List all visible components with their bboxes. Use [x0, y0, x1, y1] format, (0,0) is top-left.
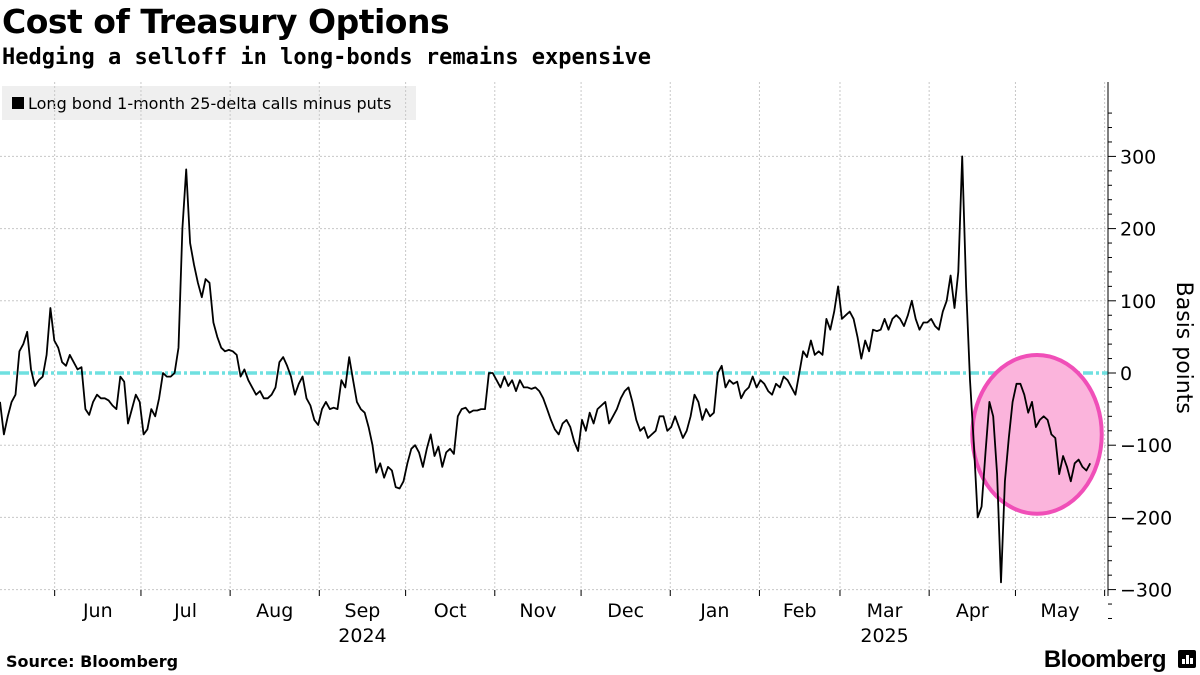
- series-line-long-bond: [0, 155, 1091, 584]
- x-month-label: Jan: [699, 600, 729, 622]
- chart-title: Cost of Treasury Options: [2, 2, 450, 41]
- x-month-label: Aug: [256, 600, 293, 622]
- x-month-label: Feb: [783, 600, 817, 622]
- y-tick-label: 0: [1120, 363, 1132, 385]
- x-month-label: Mar: [867, 600, 903, 622]
- x-month-label: Apr: [956, 600, 989, 622]
- y-axis-label: Basis points: [1171, 282, 1196, 414]
- x-month-label: Nov: [519, 600, 556, 622]
- y-tick-label: −300: [1120, 580, 1172, 602]
- x-month-label: Dec: [607, 600, 644, 622]
- x-month-label: Sep: [345, 600, 381, 622]
- y-tick-label: −200: [1120, 507, 1172, 529]
- brand-logo-text: Bloomberg: [1043, 646, 1167, 673]
- x-year-label: 2024: [338, 625, 386, 647]
- highlight-circle: [970, 352, 1104, 516]
- source-note: Source: Bloomberg: [6, 652, 179, 671]
- x-month-label: May: [1040, 600, 1079, 622]
- x-year-label: 2025: [860, 625, 908, 647]
- x-month-label: Oct: [434, 600, 467, 622]
- y-tick-label: −100: [1120, 435, 1172, 457]
- x-month-label: Jul: [173, 600, 197, 622]
- y-tick-label: 300: [1120, 146, 1156, 168]
- bloomberg-bars-icon: [1178, 650, 1196, 668]
- chart-subtitle: Hedging a selloff in long-bonds remains …: [2, 45, 652, 70]
- legend-label: Long bond 1-month 25-delta calls minus p…: [28, 93, 392, 113]
- legend: Long bond 1-month 25-delta calls minus p…: [2, 86, 416, 120]
- y-tick-label: 200: [1120, 219, 1156, 241]
- y-tick-label: 100: [1120, 291, 1156, 313]
- x-month-label: Jun: [82, 600, 113, 622]
- legend-swatch: [12, 97, 24, 109]
